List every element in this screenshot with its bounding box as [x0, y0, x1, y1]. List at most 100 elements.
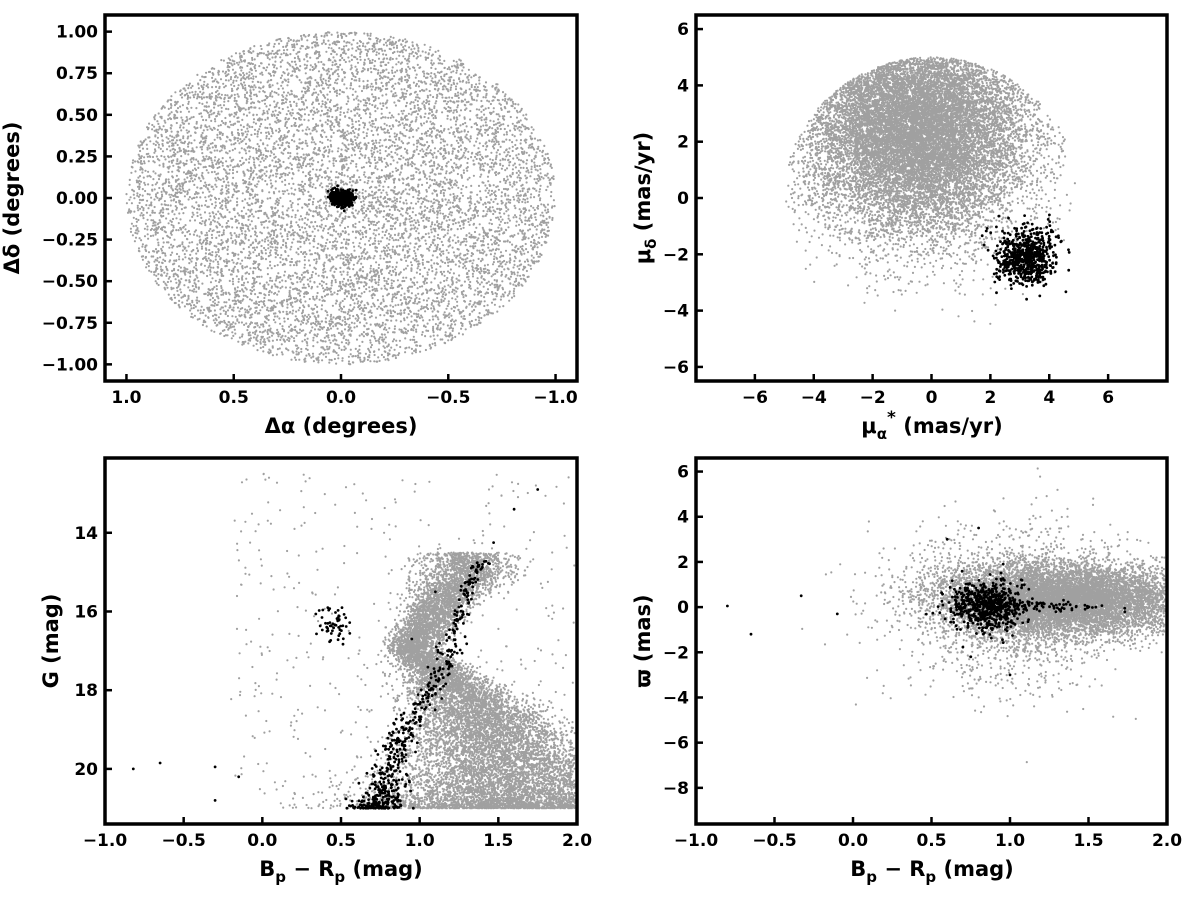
cmd-ytick-label: 16 [74, 602, 98, 622]
plx-xtick-label: 0.5 [916, 831, 946, 851]
sky-field-points [125, 31, 556, 366]
sky-ytick-label: 0.00 [56, 189, 98, 209]
cmd-ytick-label: 20 [74, 760, 98, 780]
plx-ytick-label: −8 [663, 779, 689, 799]
sky-xtick-label: 1.0 [111, 388, 141, 408]
cmd-xlabel-r: R [318, 857, 334, 881]
pm-ylabel-sub: δ [642, 239, 660, 249]
cmd-xtick-label: −1.0 [83, 831, 128, 851]
pm-members-points [980, 213, 1071, 301]
sky-ytick-label: −0.50 [42, 272, 98, 292]
plx-xtick-label: −0.5 [752, 831, 796, 851]
sky-ytick-label: −0.75 [42, 314, 98, 334]
plx-points [726, 467, 1166, 764]
cmd-field-points [230, 472, 577, 810]
plx-members-points [924, 562, 1058, 649]
cmd-xtick-label: 0.5 [326, 831, 356, 851]
plx-xlabel-b: B [850, 857, 866, 881]
pm-ytick-label: −6 [663, 358, 689, 378]
pm-xlabel-unit: (mas/yr) [896, 414, 1003, 438]
sky-xtick-label: −1.0 [533, 388, 578, 408]
pm-points [785, 56, 1076, 325]
pm-ytick-label: 4 [677, 76, 689, 96]
sky-xtick-label: −0.5 [426, 388, 470, 408]
pm-ytick-label: 2 [677, 133, 689, 153]
plx-ytick-label: 6 [677, 463, 689, 483]
sky-ytick-label: 0.25 [56, 147, 98, 167]
cmd-xlabel-r-sub: p [334, 868, 345, 886]
sky-ytick-label: −0.25 [42, 231, 98, 251]
plx-ytick-label: −2 [663, 643, 689, 663]
cmd-ticks: −1.0 −0.5 0.0 0.5 1.0 1.5 2.0 20 18 16 14 [74, 524, 592, 851]
sky-ytick-label: 1.00 [56, 23, 98, 43]
pm-xtick-label: −2 [860, 388, 886, 408]
cmd-ytick-label: 14 [74, 524, 98, 544]
sky-ticks: 1.0 0.5 0.0 −0.5 −1.0 1.00 0.75 0.50 0.25 0.00 −0.… [42, 23, 578, 408]
pm-ytick-label: −4 [663, 302, 689, 322]
pm-ylabel-unit: (mas/yr) [631, 132, 655, 239]
pm-ylabel-mu: μ [631, 249, 655, 264]
cmd-xtick-label: 1.0 [405, 831, 435, 851]
plx-ytick-label: 2 [677, 553, 689, 573]
cmd-xtick-label: 2.0 [562, 831, 592, 851]
plx-members_tail-points [940, 597, 1127, 614]
plx-ticks: −1.0 −0.5 0.0 0.5 1.0 1.5 2.0 6 4 2 0 −2 −4 −6 −8 [663, 463, 1182, 851]
pm-xlabel-mu: μ [861, 414, 876, 438]
plx-xlabel-minus: − [877, 857, 909, 881]
pm-field-points [785, 56, 1076, 325]
sky-xtick-label: 0.5 [219, 388, 249, 408]
plx-ylabel: ϖ (mas) [631, 594, 655, 687]
plx-xlabel-r-sub: p [925, 868, 936, 886]
plx-ytick-label: −6 [663, 734, 689, 754]
sky-xtick-label: 0.0 [326, 388, 356, 408]
cmd-xtick-label: −0.5 [161, 831, 205, 851]
cmd-xtick-label: 0.0 [247, 831, 277, 851]
plx-ytick-label: −4 [663, 688, 689, 708]
cmd-xlabel-b: B [259, 857, 275, 881]
pm-ytick-label: 6 [677, 20, 689, 40]
sky-ytick-label: −1.00 [42, 355, 98, 375]
sky-ylabel: Δδ (degrees) [0, 122, 24, 275]
pm-xtick-label: 6 [1102, 388, 1114, 408]
cmd-ytick-label: 18 [74, 681, 98, 701]
panel-parallax: −1.0 −0.5 0.0 0.5 1.0 1.5 2.0 6 4 2 0 −2 −4 −6 −8 Bp −… [631, 456, 1182, 886]
sky-ytick-label: 0.50 [56, 106, 98, 126]
pm-xtick-label: 0 [926, 388, 938, 408]
cmd-xlabel-unit: (mag) [345, 857, 423, 881]
plx-xtick-label: 1.0 [995, 831, 1025, 851]
pm-ytick-label: 0 [677, 189, 689, 209]
cmd-xlabel: Bp − Rp (mag) [259, 857, 423, 886]
plx-xlabel: Bp − Rp (mag) [850, 857, 1014, 886]
plx-ytick-label: 4 [677, 508, 689, 528]
panel-sky-positions: 1.0 0.5 0.0 −0.5 −1.0 1.00 0.75 0.50 0.25 0.00 −0.… [0, 13, 579, 438]
sky-members-points [326, 184, 358, 213]
plx-xlabel-r: R [909, 857, 925, 881]
plx-ytick-label: 0 [677, 598, 689, 618]
sky-points [125, 31, 556, 366]
pm-xtick-label: −6 [742, 388, 768, 408]
pm-xtick-label: 2 [984, 388, 996, 408]
plx-xlabel-unit: (mag) [936, 857, 1014, 881]
pm-xlabel-star: * [887, 408, 896, 428]
cmd-ylabel: G (mag) [39, 594, 63, 689]
pm-xtick-label: −4 [801, 388, 827, 408]
plx-xtick-label: 0.0 [838, 831, 868, 851]
pm-ytick-label: −2 [663, 245, 689, 265]
cmd-points [131, 472, 577, 810]
cmd-xlabel-minus: − [286, 857, 318, 881]
plx-xtick-label: 1.5 [1073, 831, 1103, 851]
plx-xtick-label: −1.0 [674, 831, 719, 851]
pm-xtick-label: 4 [1043, 388, 1055, 408]
cmd-xlabel-b-sub: p [275, 868, 286, 886]
panel-color-magnitude: −1.0 −0.5 0.0 0.5 1.0 1.5 2.0 20 18 16 14 Bp − Rp … [39, 456, 592, 886]
sky-ytick-label: 0.75 [56, 64, 98, 84]
pm-ticks: −6 −4 −2 0 2 4 6 −6 −4 −2 0 2 4 6 [663, 20, 1114, 408]
sky-xlabel: Δα (degrees) [265, 414, 418, 438]
pm-ylabel: μδ (mas/yr) [631, 132, 660, 265]
cmd-xtick-label: 1.5 [483, 831, 513, 851]
pm-xlabel: μα* (mas/yr) [861, 408, 1002, 443]
plx-xtick-label: 2.0 [1152, 831, 1182, 851]
plx-xlabel-b-sub: p [866, 868, 877, 886]
